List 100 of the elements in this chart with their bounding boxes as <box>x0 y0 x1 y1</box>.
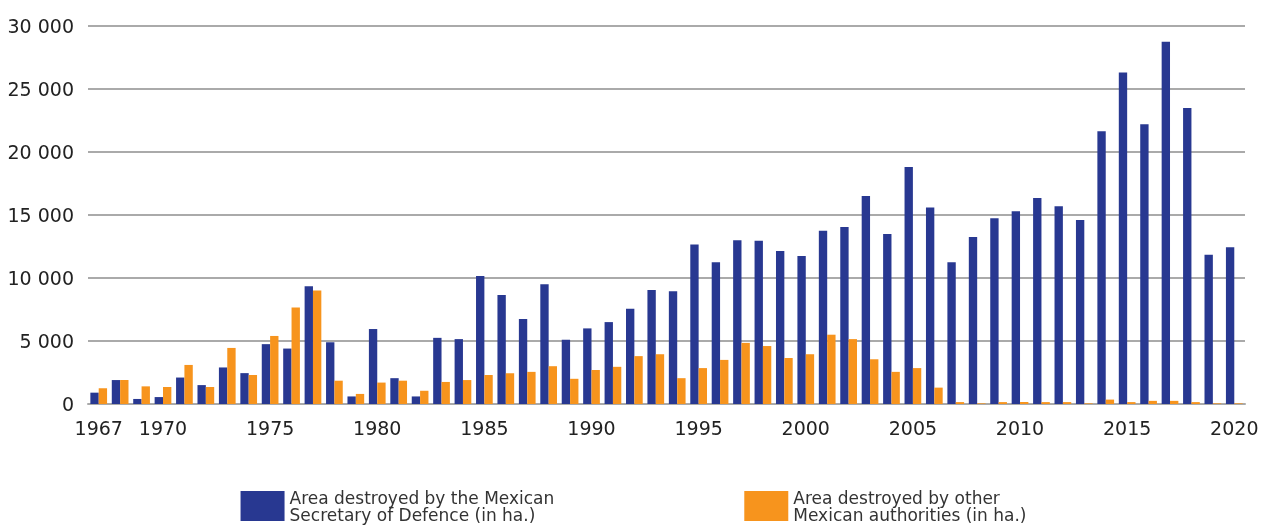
bar <box>111 380 121 404</box>
bar <box>184 364 193 404</box>
bar <box>1140 124 1149 404</box>
bar <box>261 344 271 404</box>
y-tick-label: 30 000 <box>7 15 74 37</box>
bar <box>912 368 922 404</box>
bar <box>497 295 506 404</box>
bar <box>248 375 258 404</box>
bar <box>433 337 442 404</box>
bar <box>720 359 729 404</box>
y-tick-label: 10 000 <box>7 267 74 289</box>
bar <box>784 358 793 404</box>
bar <box>240 373 249 404</box>
bar <box>690 244 699 404</box>
bar <box>454 339 463 404</box>
x-tick-label: 1990 <box>567 416 616 439</box>
bar <box>484 375 493 404</box>
bar <box>883 233 892 404</box>
x-tick-label: 2005 <box>888 416 938 439</box>
x-tick-label: 2015 <box>1102 416 1152 439</box>
bar <box>141 386 150 404</box>
bar <box>925 207 935 404</box>
bar <box>741 342 750 404</box>
bar <box>626 308 635 404</box>
bar <box>1225 247 1235 404</box>
bar <box>797 255 806 404</box>
bar <box>634 356 643 404</box>
bar <box>775 250 785 404</box>
bar <box>368 329 378 404</box>
y-tick-label: 15 000 <box>7 204 74 226</box>
bar <box>1118 72 1128 404</box>
x-tick-label: 2010 <box>995 416 1045 439</box>
bar <box>583 328 592 404</box>
bar <box>968 237 978 404</box>
bar <box>120 380 129 404</box>
x-tick-label: 1995 <box>674 416 723 439</box>
legend-label: Area destroyed by other Mexican authorities (in ha.) <box>793 487 1027 525</box>
bar <box>1033 197 1042 404</box>
bar <box>934 387 943 404</box>
bar <box>283 348 292 404</box>
bar <box>420 390 429 404</box>
bar <box>326 342 335 404</box>
bar <box>133 398 142 404</box>
bar <box>505 373 515 404</box>
bar <box>1097 131 1106 404</box>
bar <box>1011 211 1021 404</box>
bar <box>377 382 386 404</box>
bar <box>904 167 913 404</box>
bar <box>98 388 108 404</box>
bar <box>476 276 485 404</box>
bar <box>762 346 772 404</box>
x-tick-label: 1985 <box>460 416 509 439</box>
x-tick-label: 2000 <box>781 416 830 439</box>
bar <box>154 397 163 404</box>
bar <box>870 359 879 404</box>
bar <box>197 385 206 404</box>
bar <box>312 290 322 404</box>
y-tick-label: 20 000 <box>7 141 74 163</box>
bar <box>647 289 656 404</box>
bar <box>947 262 956 404</box>
bar <box>1148 400 1157 404</box>
bar <box>561 339 571 404</box>
bar <box>162 386 172 404</box>
bar <box>390 378 399 404</box>
bar <box>1183 107 1192 404</box>
bar <box>861 196 871 404</box>
bar <box>848 339 857 404</box>
bar <box>891 371 900 404</box>
y-tick-label: 0 <box>61 393 74 415</box>
bar <box>462 380 472 404</box>
bar <box>90 392 99 404</box>
bar <box>818 230 828 404</box>
bar <box>591 369 600 404</box>
bar <box>540 284 549 404</box>
bar <box>990 218 999 404</box>
bar <box>304 286 313 404</box>
bar <box>570 378 579 404</box>
bar <box>518 318 528 404</box>
bar <box>548 366 558 404</box>
bar <box>398 380 408 404</box>
x-tick-label: 1967 <box>74 416 123 439</box>
y-tick-label: 5 000 <box>19 330 74 352</box>
y-tick-label: 25 000 <box>7 78 74 100</box>
bar <box>411 396 421 404</box>
bar <box>1161 41 1171 404</box>
bar <box>1204 254 1213 404</box>
bar <box>527 371 536 404</box>
bar <box>805 354 815 404</box>
bar <box>840 226 849 404</box>
x-tick-label: 1975 <box>245 416 295 439</box>
bar <box>612 366 622 404</box>
x-tick-label: 2020 <box>1210 416 1259 439</box>
bar <box>176 377 185 404</box>
bar <box>334 380 343 404</box>
bar <box>1170 400 1179 404</box>
bar <box>655 354 665 404</box>
bar <box>604 322 613 404</box>
bar <box>270 335 279 404</box>
bar <box>827 334 836 404</box>
bar <box>1075 220 1085 404</box>
